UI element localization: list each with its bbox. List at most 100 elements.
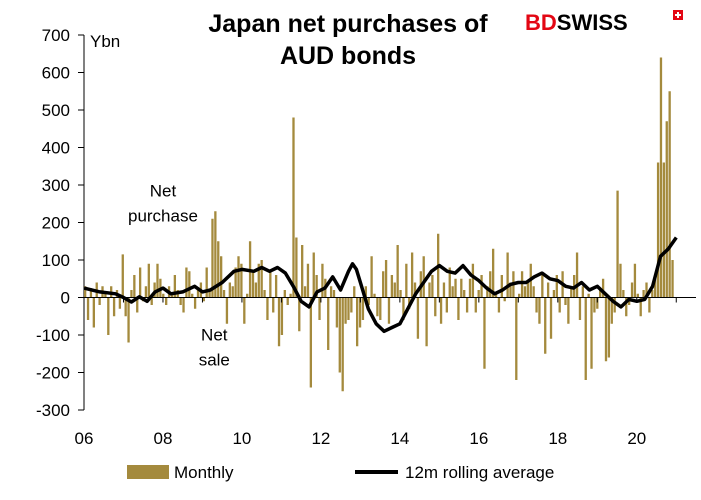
monthly-bar — [338, 297, 341, 373]
monthly-bar — [147, 263, 150, 298]
monthly-bar — [173, 275, 177, 298]
monthly-bar — [347, 297, 350, 320]
monthly-bar — [613, 297, 616, 313]
y-tick-label: 300 — [42, 176, 70, 195]
monthly-bar — [425, 297, 428, 347]
monthly-bar — [367, 297, 370, 305]
monthly-bar — [656, 162, 660, 298]
monthly-bar — [596, 297, 599, 309]
monthly-bar — [234, 267, 237, 298]
monthly-bar — [431, 275, 434, 298]
annotation-text: purchase — [128, 206, 198, 225]
monthly-bar — [170, 293, 174, 298]
monthly-bar — [662, 162, 666, 298]
y-tick-label: 600 — [42, 64, 70, 83]
monthly-bar — [162, 293, 165, 298]
monthly-bar — [489, 271, 492, 298]
monthly-bar — [289, 293, 292, 298]
monthly-bar — [355, 297, 359, 347]
monthly-bar — [89, 288, 93, 298]
monthly-bar — [671, 260, 674, 298]
monthly-bar — [272, 297, 275, 313]
monthly-bar — [494, 293, 498, 298]
monthly-bar — [390, 275, 394, 298]
legend: Monthly 12m rolling average — [127, 463, 554, 482]
monthly-bar — [590, 297, 593, 369]
monthly-bar — [474, 297, 477, 313]
monthly-bar — [130, 290, 133, 298]
monthly-bar — [182, 297, 185, 313]
monthly-bar — [630, 282, 634, 298]
y-tick-label: -200 — [36, 364, 70, 383]
x-tick-label: 08 — [154, 429, 173, 448]
monthly-bar — [382, 271, 385, 298]
monthly-bar — [150, 297, 153, 305]
y-tick-label: 700 — [42, 26, 70, 45]
monthly-bar — [410, 252, 414, 298]
monthly-bar — [535, 297, 538, 313]
monthly-bar — [312, 252, 315, 298]
monthly-bar — [442, 282, 446, 298]
monthly-bar — [220, 256, 223, 298]
monthly-bar — [463, 290, 466, 298]
monthly-bar — [601, 278, 605, 298]
monthly-bar — [370, 256, 373, 298]
monthly-bar — [332, 290, 336, 298]
monthly-bar — [465, 297, 469, 313]
monthly-bar — [468, 278, 472, 298]
monthly-bar — [434, 297, 437, 317]
brand-logo: BDSWISS — [525, 10, 683, 35]
monthly-bar — [549, 297, 553, 339]
monthly-bar — [668, 91, 671, 298]
monthly-bar — [364, 286, 367, 298]
monthly-bar — [581, 286, 584, 298]
monthly-bar — [416, 297, 420, 339]
monthly-bar — [295, 237, 298, 298]
monthly-bar — [104, 293, 107, 298]
monthly-bar — [318, 297, 321, 320]
monthly-bar — [413, 282, 417, 298]
monthly-bar — [457, 297, 460, 320]
monthly-bar — [202, 297, 205, 302]
monthly-bar — [616, 190, 619, 298]
monthly-bar — [546, 282, 550, 298]
monthly-bar — [251, 271, 255, 298]
monthly-bar — [555, 275, 558, 298]
monthly-bar — [266, 297, 269, 320]
monthly-bar — [274, 275, 278, 298]
monthly-bar — [396, 245, 399, 298]
monthly-bar — [211, 218, 214, 298]
monthly-bar — [257, 263, 260, 298]
monthly-bar — [225, 297, 229, 324]
monthly-bar — [191, 293, 194, 298]
monthly-bar — [659, 57, 663, 298]
monthly-bar — [98, 297, 101, 305]
monthly-bar — [344, 297, 347, 324]
monthly-bar — [471, 263, 475, 298]
monthly-bar — [518, 293, 521, 298]
monthly-bar — [237, 256, 240, 298]
monthly-bar — [587, 293, 590, 298]
monthly-bar — [124, 297, 127, 317]
monthly-bar — [280, 297, 284, 335]
monthly-bar — [578, 297, 582, 320]
monthly-bar — [654, 275, 657, 298]
x-tick-label: 20 — [627, 429, 646, 448]
monthly-bar — [185, 267, 188, 298]
monthly-bar — [648, 297, 651, 313]
monthly-bar — [246, 293, 249, 298]
monthly-bar — [292, 117, 295, 298]
monthly-bar — [491, 248, 495, 298]
monthly-bar — [384, 260, 388, 298]
monthly-bar — [222, 290, 226, 298]
monthly-bar — [552, 290, 556, 298]
y-tick-label: 500 — [42, 101, 70, 120]
monthly-bar — [445, 297, 448, 313]
monthly-bar — [454, 278, 457, 298]
monthly-bar — [610, 297, 613, 324]
monthly-bar — [575, 252, 579, 298]
monthly-bar — [350, 297, 353, 313]
monthly-bar — [636, 293, 639, 298]
monthly-bar — [231, 286, 234, 298]
monthly-bar — [240, 263, 243, 298]
